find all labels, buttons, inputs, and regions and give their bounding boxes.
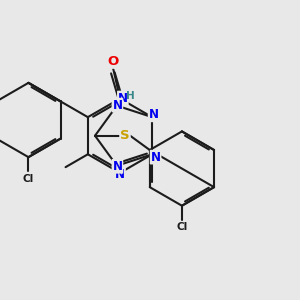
Text: N: N: [115, 168, 125, 181]
Text: N: N: [148, 108, 159, 122]
Text: N: N: [112, 99, 122, 112]
Text: O: O: [107, 55, 118, 68]
Text: S: S: [120, 129, 130, 142]
Text: N: N: [112, 160, 122, 173]
Text: H: H: [126, 91, 135, 101]
Text: N: N: [118, 92, 128, 104]
Text: Cl: Cl: [23, 174, 34, 184]
Text: Cl: Cl: [176, 222, 188, 232]
Text: N: N: [151, 151, 160, 164]
